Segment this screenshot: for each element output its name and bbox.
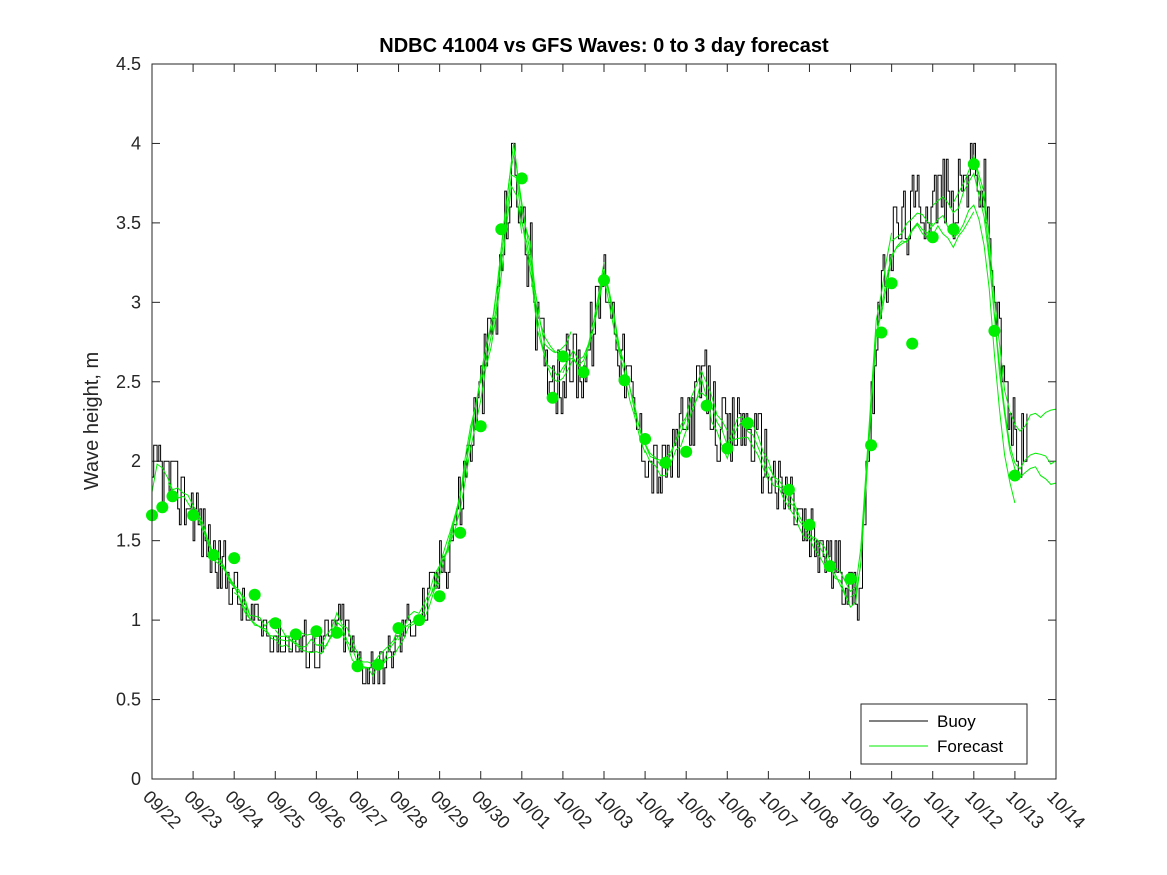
forecast-marker	[680, 445, 693, 458]
forecast-marker	[639, 433, 652, 445]
axes-box	[151, 63, 1057, 780]
legend-buoy-label: Buoy	[937, 712, 976, 731]
forecast-marker	[988, 324, 1001, 337]
forecast-series-line	[850, 211, 975, 598]
chart-title: NDBC 41004 vs GFS Waves: 0 to 3 day fore…	[379, 35, 829, 57]
forecast-marker	[967, 158, 980, 171]
forecast-series-line	[274, 611, 399, 665]
forecast-marker	[926, 231, 939, 244]
forecast-marker	[248, 588, 261, 601]
forecast-marker	[515, 172, 528, 185]
forecast-marker	[875, 326, 888, 339]
forecast-marker	[330, 626, 343, 639]
y-tick-label: 0.5	[116, 690, 141, 710]
forecast-marker	[289, 628, 302, 641]
forecast-marker	[844, 572, 857, 585]
forecast-marker	[782, 483, 795, 496]
forecast-marker	[721, 442, 734, 455]
forecast-marker	[1008, 469, 1021, 482]
legend-forecast-label: Forecast	[937, 737, 1003, 756]
forecast-marker	[618, 374, 631, 387]
forecast-series-line	[891, 204, 1016, 504]
legend-box	[860, 703, 1028, 765]
forecast-marker	[906, 337, 919, 350]
forecast-marker	[803, 518, 816, 531]
forecast-marker	[741, 417, 754, 430]
y-tick-label: 2.5	[116, 372, 141, 392]
forecast-marker	[433, 590, 446, 603]
y-tick-label: 4	[131, 133, 141, 153]
forecast-marker	[865, 439, 878, 452]
forecast-marker	[700, 399, 713, 412]
forecast-series-line	[233, 592, 358, 666]
forecast-marker	[598, 274, 610, 287]
y-tick-label: 1.5	[116, 531, 141, 551]
y-tick-label: 3.5	[116, 213, 141, 233]
forecast-marker	[310, 625, 323, 638]
forecast-marker	[166, 490, 179, 503]
forecast-series-line	[480, 174, 605, 384]
forecast-marker	[885, 277, 898, 290]
forecast-marker	[577, 366, 590, 379]
forecast-marker	[947, 223, 960, 236]
forecast-marker	[546, 391, 559, 404]
forecast-series-line	[973, 156, 1056, 485]
forecast-marker	[207, 549, 220, 561]
forecast-marker	[474, 420, 487, 433]
forecast-marker	[351, 660, 364, 673]
forecast-marker	[824, 560, 836, 573]
y-axis-label: Wave height, m	[81, 352, 103, 490]
forecast-marker	[454, 526, 467, 539]
forecast-marker	[413, 614, 426, 627]
plot-area	[146, 142, 1056, 685]
y-tick-label: 3	[131, 292, 141, 312]
forecast-marker	[269, 617, 282, 630]
forecast-marker	[556, 350, 569, 363]
y-tick-label: 2	[131, 451, 141, 471]
forecast-series-line	[447, 150, 572, 553]
y-tick-label: 4.5	[116, 54, 141, 74]
forecast-marker	[495, 223, 508, 236]
y-tick-label: 1	[131, 610, 141, 630]
forecast-marker	[156, 501, 169, 514]
forecast-series-line	[167, 483, 293, 651]
forecast-marker	[392, 622, 405, 635]
forecast-marker	[187, 509, 200, 522]
y-tick-label: 0	[131, 769, 141, 789]
legend[interactable]: Buoy Forecast	[860, 703, 1028, 765]
forecast-marker	[659, 456, 672, 469]
y-axis: 0 0.5 1 1.5 2 2.5 3 3.5 4 4.5	[116, 54, 1056, 789]
forecast-marker	[372, 658, 384, 671]
forecast-marker	[228, 552, 241, 565]
